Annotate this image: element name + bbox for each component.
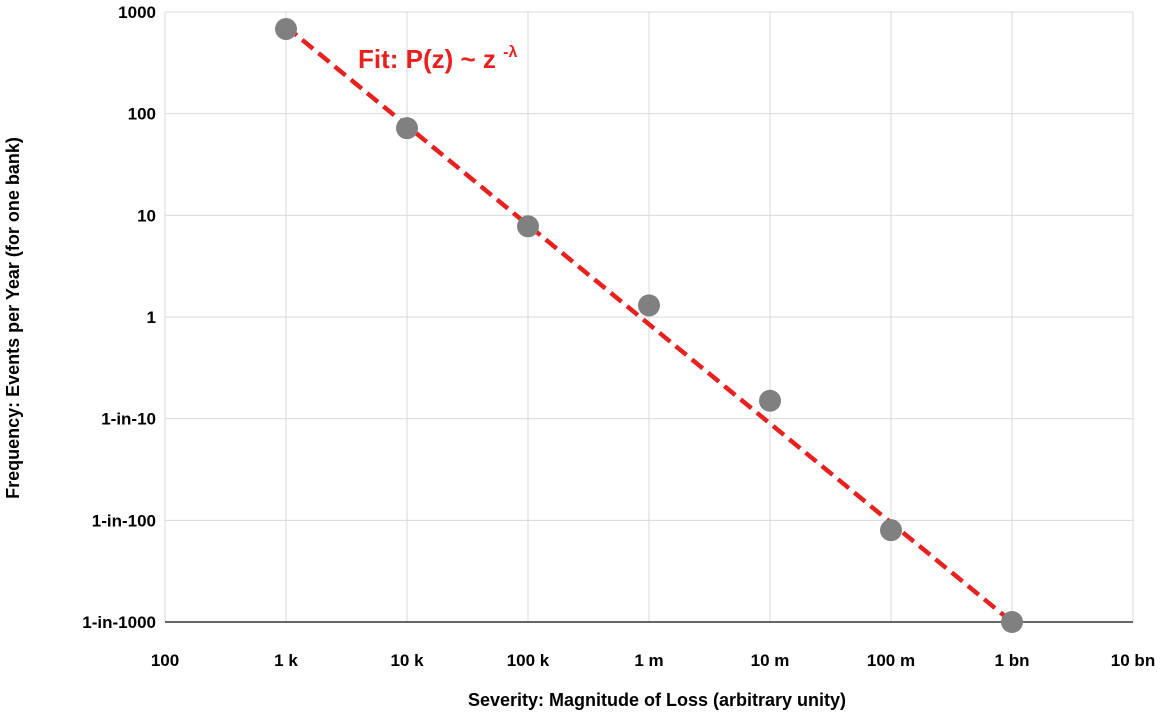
x-tick-label: 100 [151, 651, 179, 670]
x-tick-label: 10 m [751, 651, 790, 670]
fit-annotation: Fit: P(z) ~ z -λ [358, 44, 518, 74]
data-point [396, 117, 418, 140]
fit-annotation-exponent: -λ [503, 44, 517, 61]
data-point [880, 519, 902, 542]
y-tick-label: 10 [137, 206, 156, 225]
x-tick-label: 100 m [867, 651, 915, 670]
data-point [517, 215, 539, 238]
data-point [759, 389, 781, 412]
grid [164, 11, 1134, 623]
y-tick-labels: 1000 100 10 1 1-in-10 1-in-100 1-in-1000 [82, 3, 156, 632]
x-tick-label: 10 k [390, 651, 424, 670]
data-points [275, 18, 1023, 633]
data-point [1001, 611, 1023, 633]
fit-annotation-main: Fit: P(z) ~ z [358, 44, 496, 74]
x-tick-label: 10 bn [1111, 651, 1155, 670]
y-tick-label: 1-in-1000 [82, 613, 156, 632]
y-axis-label: Frequency: Events per Year (for one bank… [3, 137, 23, 499]
x-tick-labels: 100 1 k 10 k 100 k 1 m 10 m 100 m 1 bn 10 bn [151, 651, 1155, 670]
data-point [275, 18, 297, 41]
x-tick-label: 100 k [507, 651, 550, 670]
y-tick-label: 100 [128, 105, 156, 124]
x-tick-label: 1 bn [995, 651, 1030, 670]
x-tick-label: 1 k [274, 651, 298, 670]
x-tick-label: 1 m [634, 651, 663, 670]
y-tick-label: 1000 [118, 3, 156, 22]
y-tick-label: 1 [147, 308, 156, 327]
y-tick-label: 1-in-100 [92, 511, 156, 530]
y-tick-label: 1-in-10 [101, 410, 156, 429]
x-axis-label: Severity: Magnitude of Loss (arbitrary u… [468, 690, 846, 710]
data-point [638, 294, 660, 317]
